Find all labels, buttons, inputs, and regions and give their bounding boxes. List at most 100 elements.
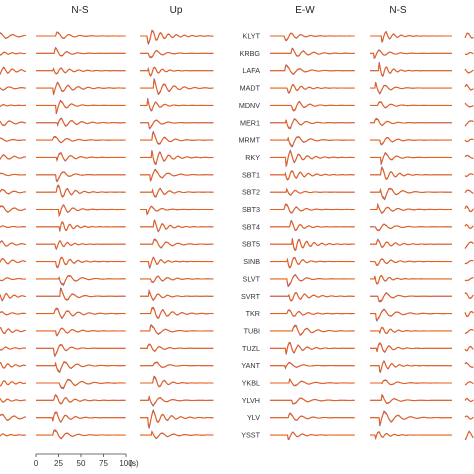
- synthetic-trace: [140, 375, 214, 388]
- column-headers: N-S Up E-W N-S: [71, 5, 407, 16]
- synthetic-trace: [370, 101, 452, 109]
- header-ns-left: N-S: [71, 5, 89, 16]
- observed-trace: [270, 136, 355, 148]
- synthetic-trace: [0, 172, 26, 177]
- synthetic-trace: [370, 187, 452, 200]
- synthetic-trace: [270, 362, 355, 370]
- synthetic-trace: [36, 204, 126, 218]
- synthetic-trace: [464, 32, 474, 39]
- observed-trace: [36, 184, 126, 197]
- station-label: LAFA: [242, 66, 260, 75]
- synthetic-trace: [270, 431, 355, 440]
- observed-trace: [370, 62, 452, 78]
- synthetic-trace: [464, 138, 474, 143]
- synthetic-trace: [140, 275, 214, 284]
- synthetic-trace: [464, 224, 474, 229]
- x-tick-label: 0: [34, 459, 39, 468]
- synthetic-trace: [36, 307, 126, 319]
- synthetic-trace: [140, 306, 214, 319]
- synthetic-trace: [370, 360, 452, 373]
- synthetic-trace: [140, 99, 214, 111]
- observed-trace: [36, 239, 126, 251]
- synthetic-trace: [464, 310, 474, 318]
- synthetic-trace: [140, 206, 214, 216]
- synthetic-trace: [0, 67, 26, 75]
- synthetic-trace: [464, 51, 474, 56]
- synthetic-trace: [270, 136, 355, 147]
- station-label: SBT2: [242, 188, 260, 197]
- synthetic-trace: [370, 431, 452, 441]
- observed-trace: [270, 324, 355, 336]
- synthetic-trace: [0, 32, 26, 39]
- station-label: SBT5: [242, 240, 260, 249]
- synthetic-trace: [464, 84, 474, 91]
- synthetic-trace: [0, 361, 27, 369]
- station-label: TKR: [246, 309, 260, 318]
- synthetic-trace: [140, 220, 214, 232]
- synthetic-trace: [36, 344, 126, 356]
- station-label: SBT1: [242, 170, 260, 179]
- station-label: KLYT: [243, 32, 261, 41]
- synthetic-trace: [464, 346, 474, 352]
- synthetic-trace: [270, 48, 355, 57]
- station-label: SVRT: [241, 292, 261, 301]
- observed-trace: [36, 204, 126, 217]
- station-label: YANT: [241, 361, 260, 370]
- observed-trace: [36, 327, 126, 337]
- synthetic-trace: [140, 238, 214, 249]
- synthetic-trace: [270, 187, 355, 196]
- observed-trace: [36, 287, 126, 301]
- synthetic-trace: [0, 311, 26, 316]
- synthetic-trace: [370, 309, 452, 321]
- x-tick-label: 75: [99, 459, 108, 468]
- synthetic-trace: [140, 257, 214, 268]
- observed-trace: [270, 203, 355, 214]
- synthetic-trace: [140, 119, 214, 129]
- observed-trace: [36, 46, 126, 57]
- station-label: KRBG: [240, 49, 261, 58]
- synthetic-trace: [0, 413, 26, 421]
- synthetic-trace: [36, 118, 126, 127]
- observed-trace: [270, 431, 355, 441]
- observed-trace: [370, 258, 452, 267]
- synthetic-trace: [270, 238, 355, 252]
- synthetic-trace: [0, 104, 26, 107]
- synthetic-trace: [36, 361, 126, 373]
- synthetic-trace: [270, 397, 355, 405]
- station-labels: KLYT KRBG LAFA MADT MDNV MER1 MRMT RKY SBT1 SBT2 S…: [238, 32, 260, 440]
- synthetic-trace: [270, 378, 355, 387]
- synthetic-trace: [464, 277, 474, 282]
- synthetic-trace: [0, 205, 26, 213]
- synthetic-trace: [36, 171, 126, 181]
- synthetic-trace: [464, 329, 474, 334]
- synthetic-trace: [370, 379, 452, 386]
- synthetic-trace: [370, 326, 452, 335]
- synthetic-trace: [36, 394, 126, 405]
- synthetic-trace: [464, 398, 474, 402]
- synthetic-trace: [36, 274, 126, 286]
- observed-trace: [270, 47, 355, 57]
- synthetic-trace: [36, 256, 126, 269]
- synthetic-trace: [370, 137, 452, 145]
- synthetic-trace: [140, 289, 214, 301]
- synthetic-trace: [464, 259, 474, 264]
- observed-trace: [36, 171, 126, 183]
- synthetic-trace: [464, 362, 474, 368]
- synthetic-trace: [36, 429, 126, 439]
- observed-trace: [140, 77, 214, 95]
- station-label: MDNV: [239, 101, 260, 110]
- synthetic-trace: [0, 346, 26, 351]
- synthetic-trace: [464, 431, 474, 440]
- synthetic-trace: [270, 118, 355, 130]
- synthetic-trace: [270, 413, 355, 421]
- synthetic-trace: [0, 188, 26, 195]
- synthetic-trace: [464, 154, 474, 159]
- synthetic-trace: [0, 327, 26, 335]
- synthetic-trace: [140, 343, 214, 352]
- station-label: TUZL: [242, 344, 260, 353]
- synthetic-trace: [36, 82, 126, 96]
- station-label: YKBL: [242, 379, 260, 388]
- synthetic-trace: [0, 398, 26, 403]
- synthetic-trace: [140, 132, 214, 145]
- synthetic-trace: [370, 167, 452, 180]
